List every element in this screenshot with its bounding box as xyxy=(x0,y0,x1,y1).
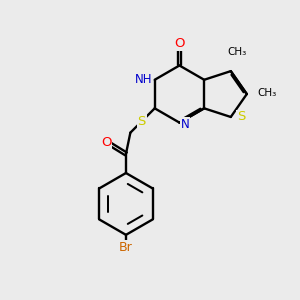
Text: CH₃: CH₃ xyxy=(228,47,247,57)
Text: Br: Br xyxy=(119,241,133,254)
Text: N: N xyxy=(181,118,190,130)
Text: O: O xyxy=(101,136,112,149)
Text: CH₃: CH₃ xyxy=(257,88,276,98)
Text: O: O xyxy=(174,37,185,50)
Text: S: S xyxy=(237,110,245,124)
Text: NH: NH xyxy=(135,73,152,86)
Text: S: S xyxy=(137,115,146,128)
